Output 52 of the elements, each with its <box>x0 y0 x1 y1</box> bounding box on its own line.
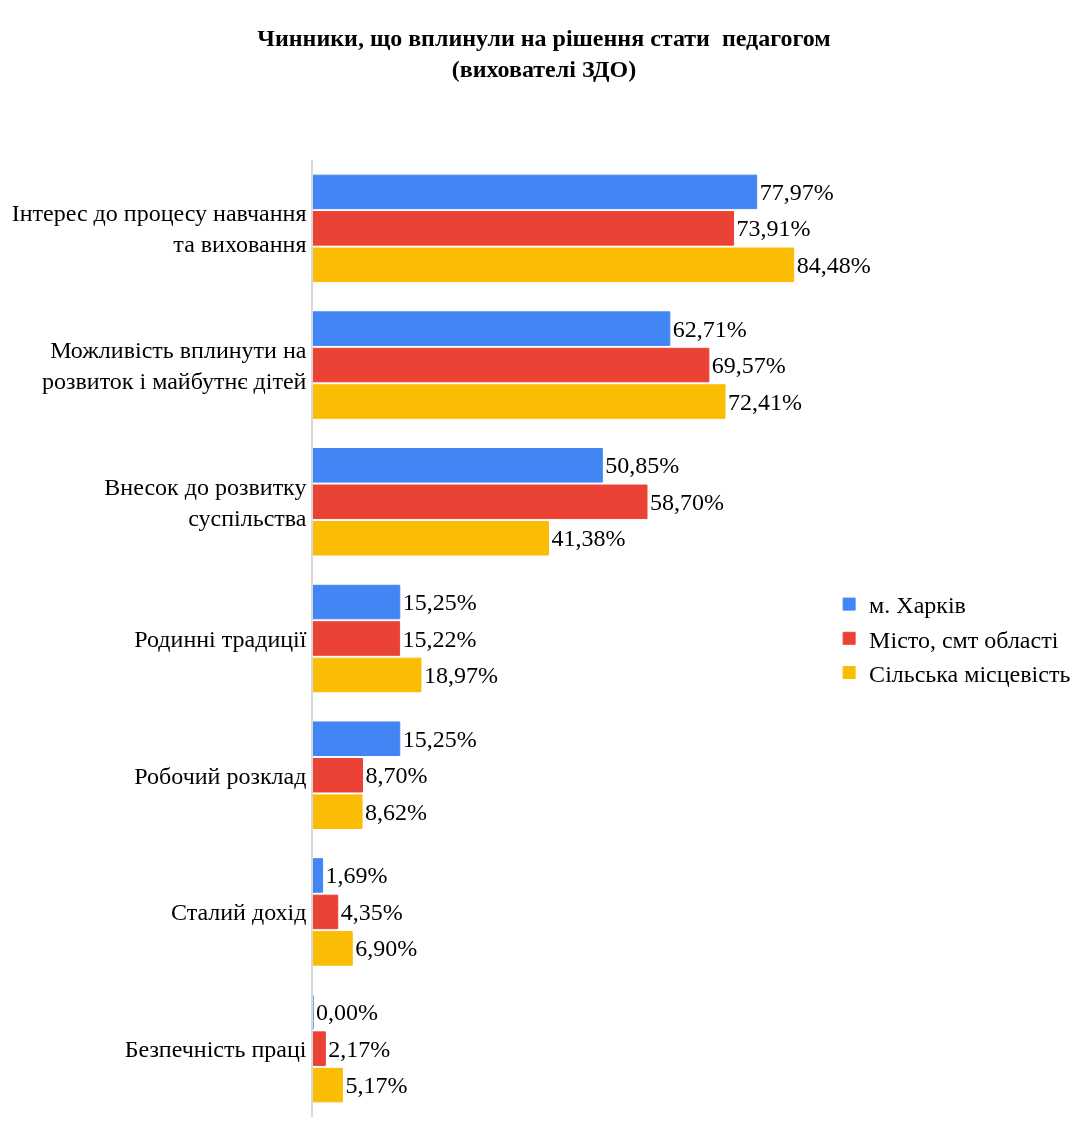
bar <box>313 657 422 693</box>
bar <box>313 858 324 893</box>
bar <box>313 347 710 383</box>
legend-label: м. Харків <box>869 592 966 619</box>
bar <box>313 384 726 419</box>
y-tick-label: Інтерес до процесу навчання та виховання <box>11 200 307 258</box>
data-label: 8,70% <box>365 762 428 789</box>
bar <box>313 794 363 829</box>
data-label: 1,69% <box>325 862 388 889</box>
bar <box>313 174 758 210</box>
bar <box>313 1031 326 1066</box>
y-tick-label: Сталий дохід <box>170 899 307 926</box>
data-label: 50,85% <box>605 452 680 479</box>
legend-label: Місто, смт області <box>869 626 1059 653</box>
bar <box>313 894 339 930</box>
data-label: 58,70% <box>650 488 725 515</box>
bar <box>313 621 401 656</box>
data-label: 73,91% <box>736 215 811 242</box>
y-tick-label: Можливість вплинути на розвиток і майбутнє дітей <box>41 336 307 395</box>
data-label: 77,97% <box>759 178 834 205</box>
data-label: 2,17% <box>328 1035 391 1062</box>
y-tick-label: Безпечність праці <box>124 1036 307 1063</box>
data-label: 8,62% <box>365 798 428 825</box>
data-label: 4,35% <box>340 898 403 925</box>
bar <box>313 448 603 483</box>
data-label: 6,90% <box>355 935 418 962</box>
data-label: 15,25% <box>402 589 477 616</box>
y-tick-label: Робочий розклад <box>134 762 307 789</box>
data-label: 15,25% <box>402 725 477 752</box>
bar <box>313 1067 343 1103</box>
data-label: 41,38% <box>551 525 626 552</box>
legend-label: Сільська місцевість <box>869 660 1071 687</box>
y-tick-label: Внесок до розвитку суспільства <box>104 473 307 531</box>
bar <box>313 757 363 793</box>
data-label: 62,71% <box>672 315 747 342</box>
data-label: 15,22% <box>402 625 477 652</box>
bar <box>313 721 401 757</box>
data-label: 69,57% <box>711 352 786 379</box>
bar <box>313 484 648 520</box>
data-label: 0,00% <box>316 999 378 1026</box>
data-label: 84,48% <box>796 251 871 278</box>
bar <box>313 931 353 966</box>
y-tick-label: Родинні традиції <box>134 625 307 652</box>
bar <box>313 211 735 246</box>
data-label: 5,17% <box>345 1072 408 1099</box>
bar <box>313 311 671 346</box>
bar <box>313 520 549 556</box>
bar <box>313 584 401 620</box>
data-label: 72,41% <box>728 388 803 415</box>
chart-title: Чинники, що вплинули на рішення стати педагогом (вихователі ЗДО) <box>257 24 831 83</box>
bar <box>313 247 795 283</box>
data-label: 18,97% <box>423 661 498 688</box>
